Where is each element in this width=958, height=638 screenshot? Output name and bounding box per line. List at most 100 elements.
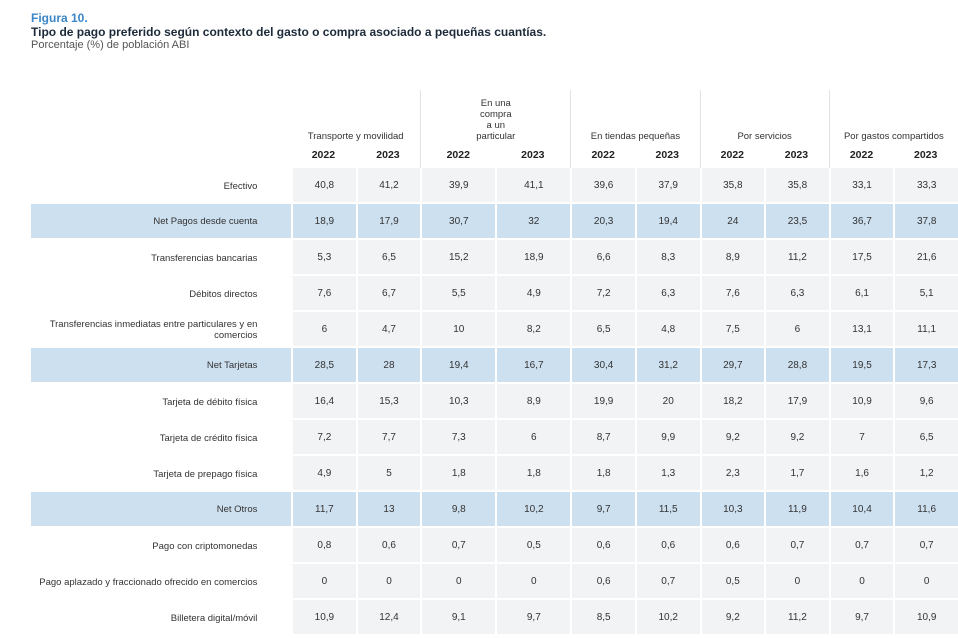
value-cell: 1,2 xyxy=(893,456,958,492)
value-cell: 7,7 xyxy=(355,420,421,456)
table-row: Tarjeta de prepago física 4,9 5 1,8 1,8 1,8 1,… xyxy=(31,456,958,492)
corner-cell xyxy=(31,90,259,142)
value-cell: 30,7 xyxy=(420,204,496,240)
value-cell: 17,9 xyxy=(355,204,421,240)
value-cell: 10,9 xyxy=(828,384,894,420)
value-cell: 20,3 xyxy=(570,204,635,240)
value-cell: 4,9 xyxy=(291,456,356,492)
figure-title: Tipo de pago preferido según contexto de… xyxy=(31,25,547,39)
value-cell: 10 xyxy=(420,312,496,348)
value-cell: 18,2 xyxy=(699,384,765,420)
value-cell: 13 xyxy=(355,492,421,528)
payment-table: Transporte y movilidad En una compra a u… xyxy=(31,90,958,636)
value-cell: 0,7 xyxy=(764,528,829,564)
value-cell: 7,2 xyxy=(570,276,635,312)
value-cell: 8,3 xyxy=(634,240,700,276)
value-cell: 0,6 xyxy=(570,564,635,600)
value-cell: 36,7 xyxy=(828,204,894,240)
group-header: Por servicios xyxy=(699,90,829,142)
value-cell: 39,6 xyxy=(570,168,635,204)
value-cell: 7 xyxy=(828,420,894,456)
value-cell: 11,6 xyxy=(893,492,958,528)
value-cell: 10,9 xyxy=(291,600,356,636)
value-cell: 0 xyxy=(291,564,356,600)
value-cell: 9,2 xyxy=(699,600,765,636)
table-row: Billetera digital/móvil 10,9 12,4 9,1 9,7 8,5… xyxy=(31,600,958,636)
value-cell: 17,3 xyxy=(893,348,958,384)
value-cell: 6,5 xyxy=(355,240,421,276)
table-row: Efectivo 40,8 41,2 39,9 41,1 39,6 37,9 35,8 35,8… xyxy=(31,168,958,204)
value-cell: 0,5 xyxy=(699,564,765,600)
value-cell: 6 xyxy=(495,420,571,456)
value-cell: 10,4 xyxy=(828,492,894,528)
value-cell: 21,6 xyxy=(893,240,958,276)
table-row: Pago aplazado y fraccionado ofrecido en … xyxy=(31,564,958,600)
value-cell: 24 xyxy=(699,204,765,240)
table-row-summary: Net Otros 11,7 13 9,8 10,2 9,7 11,5 10,3 11,9 10,… xyxy=(31,492,958,528)
value-cell: 5 xyxy=(355,456,421,492)
value-cell: 28,5 xyxy=(291,348,356,384)
value-cell: 41,2 xyxy=(355,168,421,204)
value-cell: 10,3 xyxy=(420,384,496,420)
year-header: 2022 xyxy=(699,142,765,168)
value-cell: 10,2 xyxy=(634,600,700,636)
value-cell: 5,1 xyxy=(893,276,958,312)
value-cell: 35,8 xyxy=(699,168,765,204)
value-cell: 11,2 xyxy=(764,240,829,276)
value-cell: 7,3 xyxy=(420,420,496,456)
value-cell: 16,4 xyxy=(291,384,356,420)
table-row: Transferencias inmediatas entre particul… xyxy=(31,312,958,348)
row-label: Transferencias inmediatas entre particul… xyxy=(49,319,258,341)
row-label: Net Otros xyxy=(31,492,260,528)
value-cell: 11,1 xyxy=(893,312,958,348)
group-header: En una compra a un particular xyxy=(420,90,570,142)
value-cell: 4,8 xyxy=(634,312,700,348)
value-cell: 0 xyxy=(764,564,829,600)
value-cell: 19,4 xyxy=(634,204,700,240)
value-cell: 9,7 xyxy=(828,600,894,636)
value-cell: 1,8 xyxy=(420,456,496,492)
value-cell: 12,4 xyxy=(355,600,421,636)
value-cell: 31,2 xyxy=(634,348,700,384)
value-cell: 37,9 xyxy=(634,168,700,204)
value-cell: 32 xyxy=(495,204,571,240)
group-header: Por gastos compartidos xyxy=(828,90,958,142)
value-cell: 0 xyxy=(495,564,571,600)
value-cell: 6,6 xyxy=(570,240,635,276)
value-cell: 0,6 xyxy=(699,528,765,564)
value-cell: 8,9 xyxy=(699,240,765,276)
table-row-summary: Net Pagos desde cuenta 18,9 17,9 30,7 32 20,3… xyxy=(31,204,958,240)
value-cell: 18,9 xyxy=(495,240,571,276)
row-label: Efectivo xyxy=(223,180,258,192)
value-cell: 0,7 xyxy=(420,528,496,564)
value-cell: 15,3 xyxy=(355,384,421,420)
value-cell: 1,3 xyxy=(634,456,700,492)
row-label: Tarjeta de débito física xyxy=(162,396,258,408)
table-row: Pago con criptomonedas 0,8 0,6 0,7 0,5 0,6 0,6… xyxy=(31,528,958,564)
table-row: Débitos directos 7,6 6,7 5,5 4,9 7,2 6,3 7,6 6,3… xyxy=(31,276,958,312)
value-cell: 10,2 xyxy=(495,492,571,528)
value-cell: 4,9 xyxy=(495,276,571,312)
value-cell: 41,1 xyxy=(495,168,571,204)
value-cell: 6,5 xyxy=(570,312,635,348)
value-cell: 28,8 xyxy=(764,348,829,384)
value-cell: 0 xyxy=(893,564,958,600)
value-cell: 0,6 xyxy=(355,528,421,564)
year-header: 2023 xyxy=(376,149,400,161)
value-cell: 6,1 xyxy=(828,276,894,312)
row-label: Net Tarjetas xyxy=(31,348,260,384)
value-cell: 15,2 xyxy=(420,240,496,276)
value-cell: 6 xyxy=(291,312,356,348)
value-cell: 19,4 xyxy=(420,348,496,384)
value-cell: 11,9 xyxy=(764,492,829,528)
value-cell: 0 xyxy=(828,564,894,600)
value-cell: 17,5 xyxy=(828,240,894,276)
value-cell: 7,2 xyxy=(291,420,356,456)
row-label: Pago con criptomonedas xyxy=(152,540,258,552)
value-cell: 0,5 xyxy=(495,528,571,564)
value-cell: 11,7 xyxy=(291,492,356,528)
year-header-row: 2022 2023 2022 2023 2022 2023 2022 2023 … xyxy=(31,142,958,168)
value-cell: 13,1 xyxy=(828,312,894,348)
value-cell: 8,2 xyxy=(495,312,571,348)
row-label: Tarjeta de crédito física xyxy=(159,432,258,444)
